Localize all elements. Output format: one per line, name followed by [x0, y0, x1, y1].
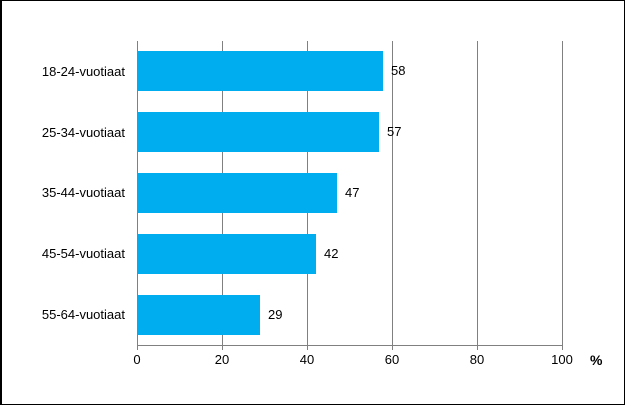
x-tick-label: 20 — [214, 352, 230, 367]
category-label: 35-44-vuotiaat — [41, 185, 125, 201]
x-tick-label: 80 — [469, 352, 485, 367]
x-axis-tick — [477, 345, 478, 350]
category-label: 18-24-vuotiaat — [41, 63, 125, 79]
x-axis-unit-label: % — [590, 352, 603, 368]
x-axis-tick — [307, 345, 308, 350]
category-label: 25-34-vuotiaat — [41, 124, 125, 140]
x-axis-tick — [392, 345, 393, 350]
bar-value-label: 29 — [268, 306, 283, 322]
category-label: 55-64-vuotiaat — [41, 307, 125, 323]
gridline — [562, 41, 563, 345]
x-axis-tick — [137, 345, 138, 350]
x-tick-label: 0 — [133, 352, 141, 367]
bar-value-label: 47 — [345, 184, 360, 200]
x-tick-label: 60 — [384, 352, 400, 367]
category-label: 45-54-vuotiaat — [41, 246, 125, 262]
bar-row: 58 — [137, 41, 562, 102]
bar-row: 42 — [137, 223, 562, 284]
x-axis-tick — [562, 345, 563, 350]
bar-value-label: 57 — [387, 124, 402, 140]
bar-value-label: 58 — [391, 63, 406, 79]
bar-row: 57 — [137, 102, 562, 163]
bar — [137, 51, 383, 92]
bar-row: 47 — [137, 163, 562, 224]
x-axis-tick — [222, 345, 223, 350]
bar — [137, 172, 337, 213]
bar-value-label: 42 — [324, 245, 339, 261]
gridline — [392, 41, 393, 345]
bar — [137, 233, 316, 274]
bar — [137, 112, 379, 153]
x-axis-tick-labels: % 0 20 40 60 80 100 — [2, 352, 624, 372]
bar-row: 29 — [137, 284, 562, 345]
plot-area: 58 57 47 42 29 — [137, 41, 563, 350]
gridline — [477, 41, 478, 345]
x-tick-label: 100 — [551, 352, 573, 367]
x-axis-line — [137, 345, 562, 346]
y-axis-category-labels: 18-24-vuotiaat 25-34-vuotiaat 35-44-vuotia… — [2, 41, 125, 345]
bar — [137, 294, 260, 335]
x-tick-label: 40 — [299, 352, 315, 367]
